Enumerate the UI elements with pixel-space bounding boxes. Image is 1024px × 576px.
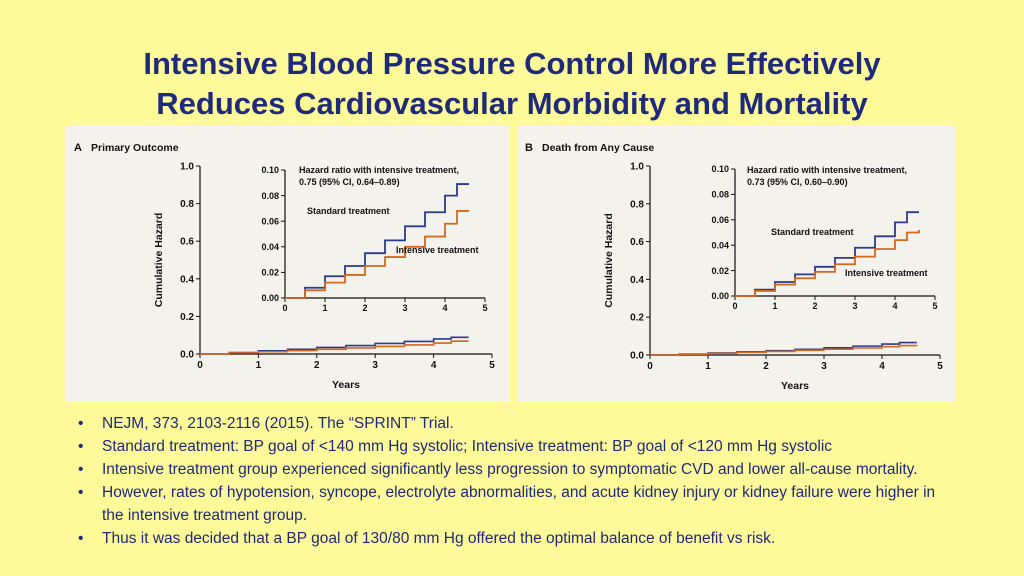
main-x-tick-label: 3 bbox=[821, 361, 827, 372]
inset-x-tick-label: 0 bbox=[282, 303, 287, 313]
inset-series-line-intensive-treatment bbox=[285, 210, 469, 299]
main-y-tick-label: 0.4 bbox=[180, 274, 194, 285]
bullet-item: Thus it was decided that a BP goal of 13… bbox=[74, 527, 954, 550]
inset-series-line-standard-treatment bbox=[285, 183, 469, 299]
hazard-ratio-ci: 0.73 (95% CI, 0.60–0.90) bbox=[747, 177, 848, 187]
inset-y-tick-label: 0.10 bbox=[261, 165, 279, 175]
inset-y-tick-label: 0.08 bbox=[261, 191, 279, 201]
main-y-tick-label: 0.8 bbox=[630, 199, 644, 210]
panel-letter: A bbox=[74, 142, 82, 154]
inset-series-line-intensive-treatment bbox=[735, 229, 920, 297]
main-x-tick-label: 0 bbox=[647, 361, 653, 372]
intensive-treatment-label: Intensive treatment bbox=[845, 268, 928, 278]
inset-x-tick-label: 2 bbox=[812, 301, 817, 311]
series-line-intensive-treatment bbox=[650, 344, 918, 356]
inset-x-tick-label: 1 bbox=[322, 303, 327, 313]
inset-y-tick-label: 0.06 bbox=[261, 216, 279, 226]
series-line-intensive-treatment bbox=[200, 340, 469, 355]
main-y-tick-label: 1.0 bbox=[630, 162, 644, 173]
inset-x-tick-label: 4 bbox=[892, 301, 897, 311]
x-axis-label: Years bbox=[781, 380, 809, 392]
bullet-list: NEJM, 373, 2103-2116 (2015). The “SPRINT… bbox=[74, 412, 954, 550]
hazard-ratio-ci: 0.75 (95% CI, 0.64–0.89) bbox=[299, 177, 400, 187]
title-line-2: Reduces Cardiovascular Morbidity and Mor… bbox=[156, 86, 868, 121]
main-y-tick-label: 0.6 bbox=[180, 237, 194, 248]
inset-x-tick-label: 3 bbox=[852, 301, 857, 311]
chart-title: Death from Any Cause bbox=[542, 142, 654, 154]
inset-x-tick-label: 1 bbox=[772, 301, 777, 311]
main-x-tick-label: 3 bbox=[372, 360, 378, 371]
chart-panel-a: A Primary Outcome 0 1 2 3 4 5 0.0 0.2 0.4 0.6 0.8 1.0… bbox=[66, 126, 510, 402]
inset-y-tick-label: 0.00 bbox=[711, 291, 729, 301]
inset-x-tick-label: 0 bbox=[732, 301, 737, 311]
inset-x-tick-label: 2 bbox=[362, 303, 367, 313]
inset-y-tick-label: 0.02 bbox=[711, 266, 729, 276]
inset-y-tick-label: 0.02 bbox=[261, 268, 279, 278]
main-x-tick-label: 2 bbox=[763, 361, 769, 372]
title-line-1: Intensive Blood Pressure Control More Ef… bbox=[143, 46, 881, 81]
inset-x-tick-label: 3 bbox=[402, 303, 407, 313]
main-x-tick-label: 1 bbox=[705, 361, 711, 372]
bullet-item: However, rates of hypotension, syncope, … bbox=[74, 481, 954, 527]
y-axis-label: Cumulative Hazard bbox=[603, 213, 615, 308]
main-y-tick-label: 0.0 bbox=[630, 351, 644, 362]
main-x-tick-label: 2 bbox=[314, 360, 320, 371]
main-x-tick-label: 1 bbox=[256, 360, 262, 371]
main-y-tick-label: 0.2 bbox=[630, 313, 644, 324]
inset-x-tick-label: 5 bbox=[482, 303, 487, 313]
main-y-tick-label: 1.0 bbox=[180, 162, 194, 173]
main-x-tick-label: 0 bbox=[197, 360, 203, 371]
chart-a-svg: A Primary Outcome 0 1 2 3 4 5 0.0 0.2 0.4 0.6 0.8 1.0… bbox=[74, 142, 495, 391]
chart-panel-b: B Death from Any Cause 0 1 2 3 4 5 0.0 0.2 0.4 0.6 0… bbox=[517, 126, 955, 402]
bullet-item: Intensive treatment group experienced si… bbox=[74, 458, 954, 481]
inset-x-tick-label: 5 bbox=[932, 301, 937, 311]
standard-treatment-label: Standard treatment bbox=[771, 227, 854, 237]
inset-y-tick-label: 0.00 bbox=[261, 293, 279, 303]
main-y-tick-label: 0.2 bbox=[180, 312, 194, 323]
bullet-item: NEJM, 373, 2103-2116 (2015). The “SPRINT… bbox=[74, 412, 954, 435]
main-x-tick-label: 5 bbox=[937, 361, 943, 372]
main-x-tick-label: 4 bbox=[879, 361, 885, 372]
main-x-tick-label: 4 bbox=[431, 360, 437, 371]
main-y-tick-label: 0.8 bbox=[180, 199, 194, 210]
inset-y-tick-label: 0.08 bbox=[711, 190, 729, 200]
slide-title: Intensive Blood Pressure Control More Ef… bbox=[0, 44, 1024, 124]
chart-title: Primary Outcome bbox=[91, 142, 179, 154]
chart-b-svg: B Death from Any Cause 0 1 2 3 4 5 0.0 0.2 0.4 0.6 0… bbox=[525, 142, 943, 392]
inset-y-tick-label: 0.10 bbox=[711, 164, 729, 174]
hazard-ratio-annotation: Hazard ratio with intensive treatment, bbox=[747, 165, 907, 175]
standard-treatment-label: Standard treatment bbox=[307, 206, 390, 216]
x-axis-label: Years bbox=[332, 379, 360, 391]
panel-letter: B bbox=[525, 142, 533, 154]
main-y-tick-label: 0.0 bbox=[180, 350, 194, 361]
main-y-tick-label: 0.6 bbox=[630, 237, 644, 248]
inset-y-tick-label: 0.06 bbox=[711, 215, 729, 225]
y-axis-label: Cumulative Hazard bbox=[153, 213, 165, 308]
bullet-item: Standard treatment: BP goal of <140 mm H… bbox=[74, 435, 954, 458]
inset-y-tick-label: 0.04 bbox=[261, 242, 279, 252]
inset-y-tick-label: 0.04 bbox=[711, 240, 729, 250]
inset-x-tick-label: 4 bbox=[442, 303, 447, 313]
intensive-treatment-label: Intensive treatment bbox=[396, 245, 479, 255]
hazard-ratio-annotation: Hazard ratio with intensive treatment, bbox=[299, 165, 459, 175]
main-x-tick-label: 5 bbox=[489, 360, 495, 371]
main-y-tick-label: 0.4 bbox=[630, 275, 644, 286]
inset-series-line-standard-treatment bbox=[735, 211, 919, 297]
